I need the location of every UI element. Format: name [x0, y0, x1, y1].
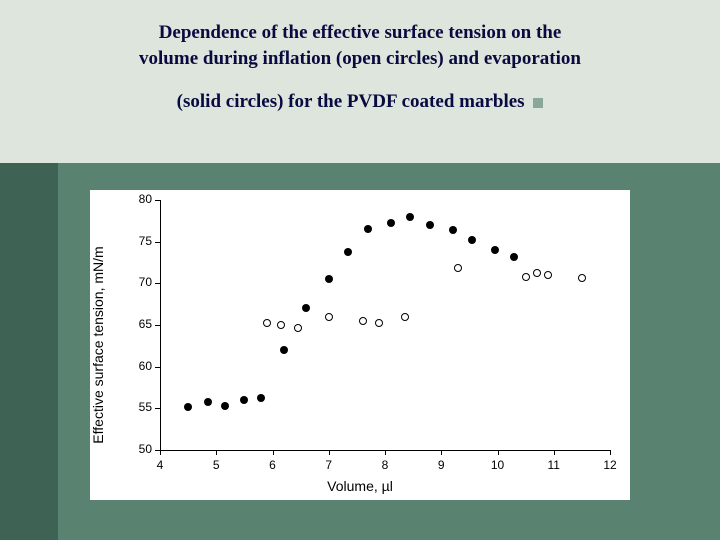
x-tick-label: 9	[426, 458, 456, 472]
inflation-point	[544, 271, 552, 279]
y-tick	[155, 283, 160, 284]
evaporation-point	[204, 398, 212, 406]
y-axis	[160, 200, 161, 450]
inflation-point	[522, 273, 530, 281]
y-tick	[155, 408, 160, 409]
x-tick	[273, 450, 274, 455]
x-tick-label: 10	[483, 458, 513, 472]
x-tick-label: 5	[201, 458, 231, 472]
inflation-point	[294, 324, 302, 332]
title-line-3: (solid circles) for the PVDF coated marb…	[60, 89, 660, 115]
inflation-point	[533, 269, 541, 277]
title-line-3-text: (solid circles) for the PVDF coated marb…	[177, 91, 525, 112]
x-tick-label: 7	[314, 458, 344, 472]
x-axis-label: Volume, µl	[327, 478, 393, 494]
x-tick	[441, 450, 442, 455]
evaporation-point	[468, 236, 476, 244]
evaporation-point	[280, 346, 288, 354]
slide-title: Dependence of the effective surface tens…	[60, 20, 660, 115]
inflation-point	[277, 321, 285, 329]
y-tick-label: 50	[122, 442, 152, 456]
evaporation-point	[302, 304, 310, 312]
y-tick-label: 70	[122, 275, 152, 289]
y-tick-label: 55	[122, 400, 152, 414]
inflation-point	[578, 274, 586, 282]
evaporation-point	[325, 275, 333, 283]
evaporation-point	[344, 248, 352, 256]
x-tick-label: 12	[595, 458, 625, 472]
x-tick-label: 8	[370, 458, 400, 472]
x-tick	[385, 450, 386, 455]
inflation-point	[375, 319, 383, 327]
title-line-2: volume during inflation (open circles) a…	[60, 46, 660, 72]
y-tick	[155, 367, 160, 368]
bullet-square-icon	[533, 98, 543, 108]
evaporation-point	[240, 396, 248, 404]
evaporation-point	[510, 253, 518, 261]
y-axis-label: Effective surface tension, mN/m	[90, 246, 106, 443]
evaporation-point	[221, 402, 229, 410]
y-tick	[155, 242, 160, 243]
evaporation-point	[406, 213, 414, 221]
x-tick-label: 11	[539, 458, 569, 472]
x-tick-label: 6	[258, 458, 288, 472]
evaporation-point	[184, 403, 192, 411]
plot-area: 50556065707580456789101112	[160, 200, 610, 450]
inflation-point	[401, 313, 409, 321]
evaporation-point	[364, 225, 372, 233]
y-tick-label: 65	[122, 317, 152, 331]
y-tick-label: 60	[122, 359, 152, 373]
x-tick	[216, 450, 217, 455]
x-tick-label: 4	[145, 458, 175, 472]
inflation-point	[325, 313, 333, 321]
y-tick	[155, 325, 160, 326]
x-tick	[329, 450, 330, 455]
evaporation-point	[387, 219, 395, 227]
x-tick	[498, 450, 499, 455]
y-tick-label: 75	[122, 234, 152, 248]
evaporation-point	[449, 226, 457, 234]
y-tick	[155, 200, 160, 201]
y-tick-label: 80	[122, 192, 152, 206]
inflation-point	[359, 317, 367, 325]
title-line-1: Dependence of the effective surface tens…	[60, 20, 660, 46]
x-tick	[554, 450, 555, 455]
inflation-point	[454, 264, 462, 272]
x-tick	[610, 450, 611, 455]
evaporation-point	[491, 246, 499, 254]
evaporation-point	[257, 394, 265, 402]
chart-container: Effective surface tension, mN/m 50556065…	[90, 190, 630, 500]
evaporation-point	[426, 221, 434, 229]
slide-bg-left-strip	[0, 163, 58, 540]
inflation-point	[263, 319, 271, 327]
x-tick	[160, 450, 161, 455]
